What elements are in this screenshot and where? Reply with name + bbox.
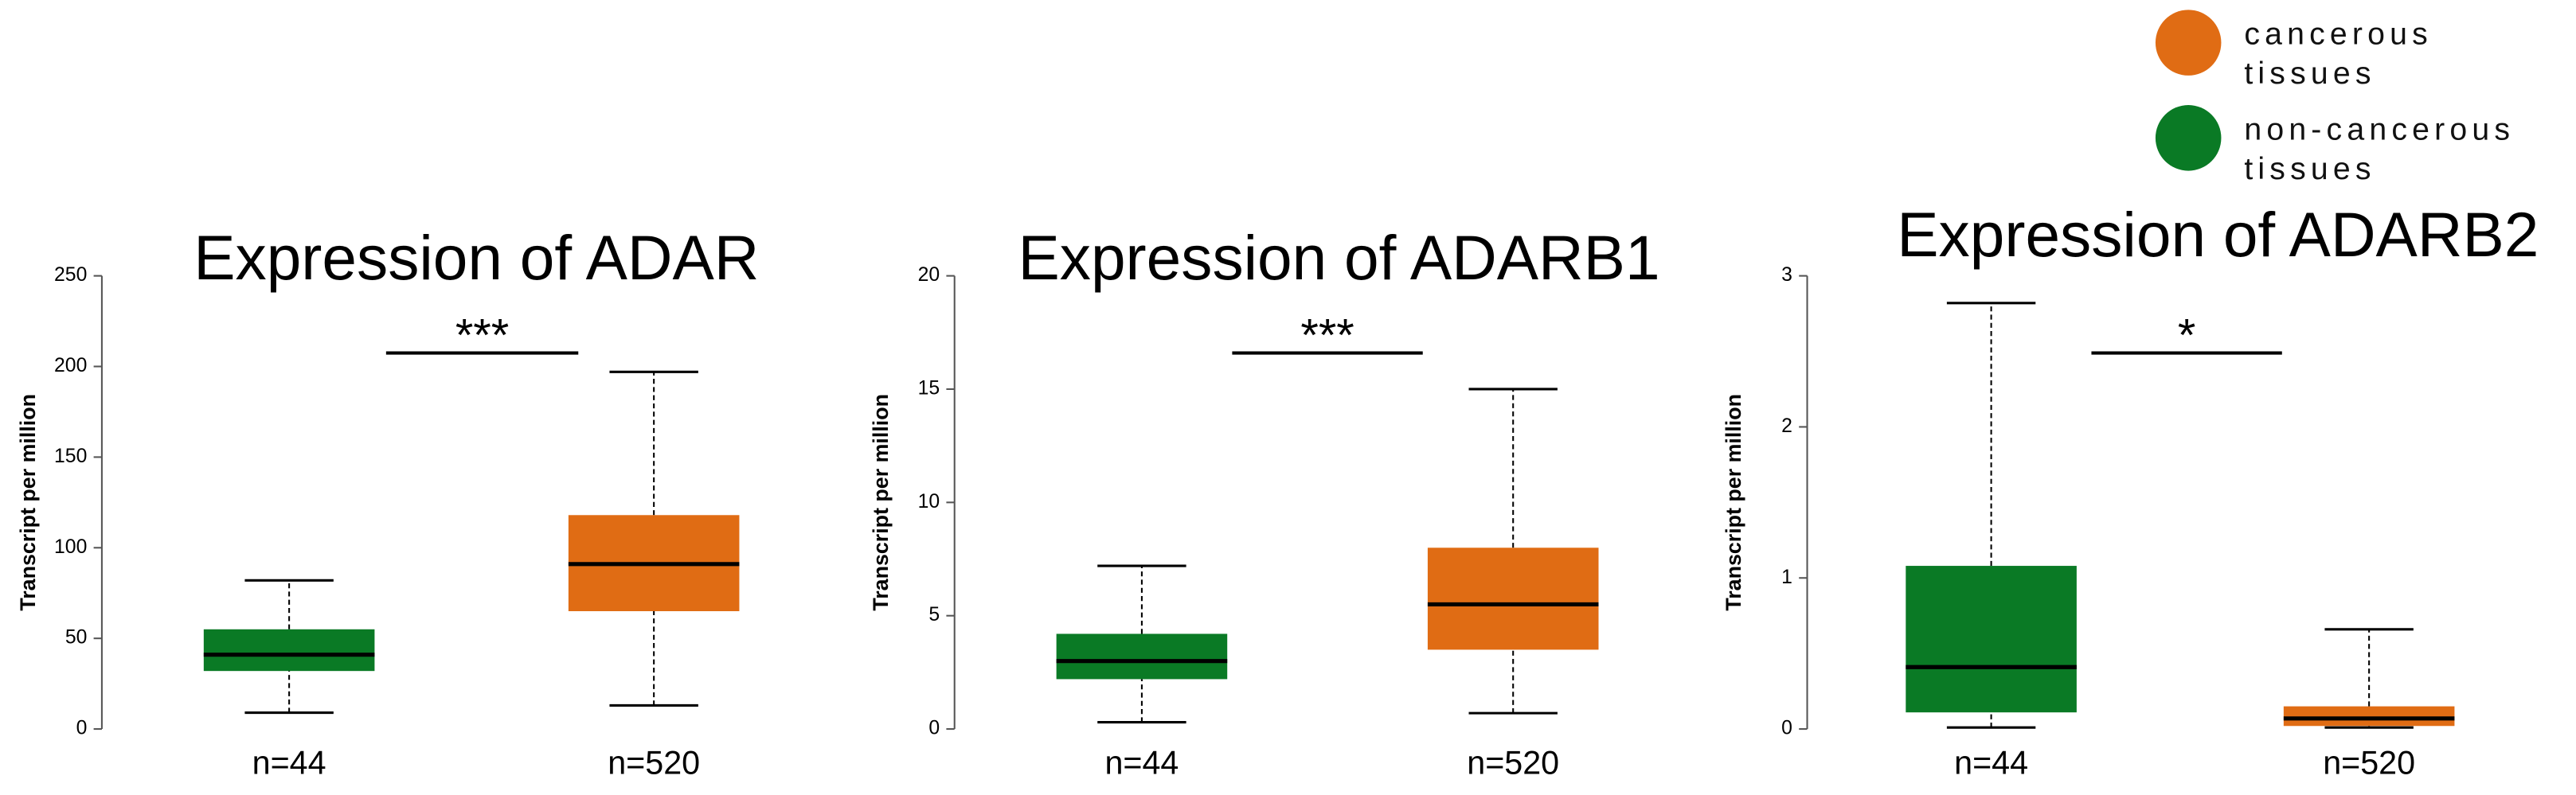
legend-label: cancerous tissues xyxy=(2244,18,2433,92)
y-tick-label: 0 xyxy=(76,718,88,739)
y-tick-label: 3 xyxy=(1781,264,1792,286)
y-tick-label: 15 xyxy=(918,378,940,399)
x-tick-label: n=44 xyxy=(1104,744,1179,781)
legend-label: non-cancerous tissues xyxy=(2244,113,2515,188)
y-tick-label: 20 xyxy=(918,264,940,286)
box xyxy=(2283,706,2455,727)
box xyxy=(1056,633,1228,680)
significance-label: *** xyxy=(455,310,509,360)
y-tick-label: 150 xyxy=(54,446,87,467)
y-tick-label: 2 xyxy=(1781,415,1792,437)
y-axis-label: Transcript per million xyxy=(16,394,40,611)
x-tick-label: n=520 xyxy=(2323,744,2415,781)
chart-title: Expression of ADARB1 xyxy=(1018,223,1659,293)
significance-label: *** xyxy=(1300,310,1354,360)
y-tick-label: 0 xyxy=(928,718,940,739)
box xyxy=(1906,566,2077,713)
y-tick-label: 100 xyxy=(54,536,87,558)
legend-swatch xyxy=(2155,105,2222,171)
chart-title: Expression of ADARB2 xyxy=(1897,200,2539,270)
x-tick-label: n=44 xyxy=(1954,744,2028,781)
y-tick-label: 10 xyxy=(918,491,940,512)
x-tick-label: n=520 xyxy=(608,744,700,781)
x-tick-label: n=44 xyxy=(252,744,326,781)
y-tick-label: 0 xyxy=(1781,718,1792,739)
y-axis-label: Transcript per million xyxy=(869,394,893,611)
y-tick-label: 250 xyxy=(54,264,87,286)
y-tick-label: 1 xyxy=(1781,567,1792,588)
chart-title: Expression of ADAR xyxy=(193,223,759,293)
y-tick-label: 50 xyxy=(65,627,88,649)
y-tick-label: 200 xyxy=(54,355,87,376)
box xyxy=(1427,548,1599,650)
y-tick-label: 5 xyxy=(928,604,940,625)
x-tick-label: n=520 xyxy=(1467,744,1559,781)
y-axis-label: Transcript per million xyxy=(1722,394,1745,611)
significance-label: * xyxy=(2178,310,2195,360)
box xyxy=(203,629,375,672)
legend-swatch xyxy=(2155,10,2222,76)
